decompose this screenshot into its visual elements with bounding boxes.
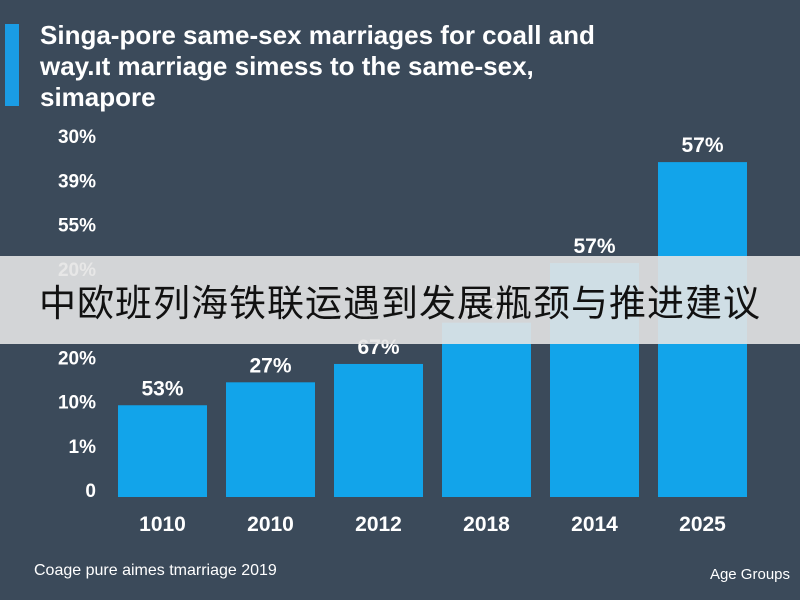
chart-title-line-2: way.ıt marriage simess to the same-sex,	[40, 51, 534, 81]
bar-data-label: 27%	[249, 354, 291, 377]
bar-data-label: 53%	[141, 377, 183, 400]
chart-title: Singa-pore same-sex marriages for coall …	[40, 20, 760, 113]
chart-title-line-3: simapore	[40, 82, 156, 112]
y-tick-label: 10%	[58, 393, 96, 414]
chart-source: Age Groups	[709, 566, 790, 583]
chart-footnote: Coage pure aimes tmarriage 2019	[34, 562, 277, 579]
x-category-label: 2012	[355, 513, 402, 536]
y-tick-label: 20%	[58, 348, 96, 369]
x-category-label: 2014	[571, 513, 618, 536]
bar	[118, 405, 207, 497]
bar	[226, 382, 315, 497]
bar	[442, 322, 531, 497]
chart-title-line-1: Singa-pore same-sex marriages for coall …	[40, 20, 595, 50]
bar-data-label: 57%	[681, 134, 723, 157]
bar	[334, 363, 423, 497]
x-category-label: 2010	[247, 513, 294, 536]
x-axis-labels: 1010 2010 2012 2018 2014 2025	[139, 513, 726, 536]
overlay-caption: 中欧班列海铁联运遇到发展瓶颈与推进建议	[39, 282, 761, 325]
y-tick-label: 0	[85, 481, 96, 502]
x-category-label: 2018	[463, 513, 510, 536]
x-category-label: 1010	[139, 513, 186, 536]
overlay-banner: 中欧班列海铁联运遇到发展瓶颈与推进建议	[0, 256, 800, 344]
y-tick-label: 30%	[58, 127, 96, 148]
y-tick-label: 1%	[69, 437, 97, 458]
x-category-label: 2025	[679, 513, 726, 536]
title-accent-bar	[5, 24, 19, 106]
y-tick-label: 39%	[58, 171, 96, 192]
y-tick-label: 55%	[58, 216, 96, 237]
bar-data-label: 57%	[573, 235, 615, 258]
